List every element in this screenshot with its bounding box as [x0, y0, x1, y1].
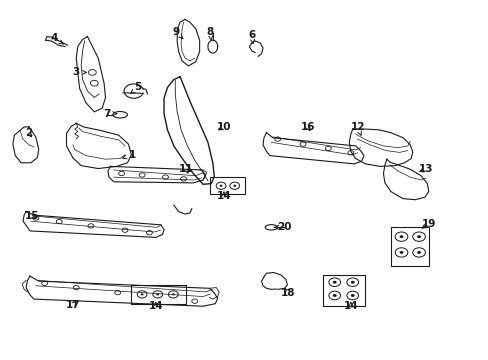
Text: 8: 8 — [206, 27, 214, 40]
Circle shape — [171, 293, 174, 296]
Text: 10: 10 — [216, 122, 231, 132]
Text: 2: 2 — [25, 129, 33, 138]
Circle shape — [233, 185, 236, 187]
Text: 6: 6 — [248, 30, 255, 44]
Text: 19: 19 — [421, 219, 435, 229]
Text: 12: 12 — [350, 122, 364, 135]
Text: 17: 17 — [65, 300, 80, 310]
Text: 14: 14 — [343, 301, 357, 311]
Circle shape — [416, 251, 420, 254]
Circle shape — [219, 185, 222, 187]
Bar — [322, 275, 365, 306]
Circle shape — [399, 235, 403, 238]
Text: 16: 16 — [300, 122, 314, 132]
Bar — [131, 285, 185, 304]
Circle shape — [332, 281, 336, 284]
Text: 5: 5 — [130, 82, 142, 93]
Bar — [210, 177, 245, 194]
Circle shape — [416, 235, 420, 238]
Text: 9: 9 — [172, 27, 183, 39]
Text: 14: 14 — [148, 301, 163, 311]
Text: 1: 1 — [122, 150, 136, 160]
Circle shape — [332, 294, 336, 297]
Text: 18: 18 — [281, 288, 295, 298]
Text: 7: 7 — [103, 109, 117, 119]
Bar — [390, 227, 428, 266]
Text: 14: 14 — [216, 191, 231, 201]
Circle shape — [156, 293, 159, 296]
Text: 4: 4 — [51, 33, 63, 44]
Text: 11: 11 — [179, 164, 193, 174]
Circle shape — [141, 293, 143, 296]
Circle shape — [399, 251, 403, 254]
Text: 15: 15 — [25, 211, 40, 221]
Text: 20: 20 — [274, 222, 291, 232]
Text: 3: 3 — [73, 67, 86, 77]
Circle shape — [350, 294, 354, 297]
Text: 13: 13 — [418, 164, 432, 174]
Circle shape — [350, 281, 354, 284]
